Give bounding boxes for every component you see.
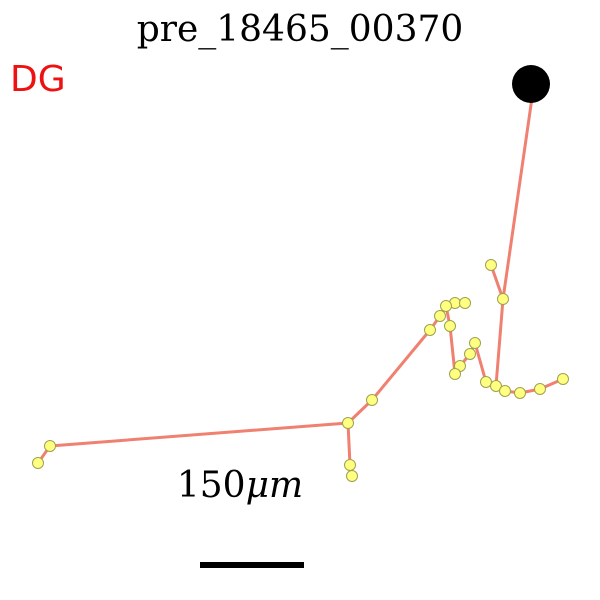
node-icon xyxy=(342,417,354,429)
node-icon xyxy=(449,368,461,380)
node-icon xyxy=(32,457,44,469)
neurite-branches xyxy=(36,82,565,478)
node-icon xyxy=(514,387,526,399)
node-icon xyxy=(440,300,452,312)
node-icon xyxy=(480,376,492,388)
soma-icon xyxy=(512,65,550,103)
neurite-branch-1 xyxy=(494,82,565,395)
node-icon xyxy=(557,373,569,385)
node-icon xyxy=(444,320,456,332)
node-icon xyxy=(464,348,476,360)
node-icon xyxy=(485,259,497,271)
node-icon xyxy=(346,470,358,482)
node-icon xyxy=(366,394,378,406)
node-icon xyxy=(424,324,436,336)
node-icon xyxy=(344,459,356,471)
node-icon xyxy=(534,383,546,395)
node-icon xyxy=(497,293,509,305)
scale-bar-number: 150 xyxy=(177,465,246,506)
node-icon xyxy=(434,310,446,322)
neurite-nodes xyxy=(32,259,569,482)
node-icon xyxy=(469,337,481,349)
node-icon xyxy=(459,297,471,309)
node-icon xyxy=(44,440,56,452)
plot-title: pre_18465_00370 xyxy=(137,9,464,50)
scale-bar-label: 150μm xyxy=(177,465,303,506)
node-icon xyxy=(490,380,502,392)
region-label: DG xyxy=(10,59,66,100)
scale-bar-unit: μm xyxy=(246,465,304,506)
node-icon xyxy=(499,385,511,397)
neurite-branch-2 xyxy=(489,263,505,301)
